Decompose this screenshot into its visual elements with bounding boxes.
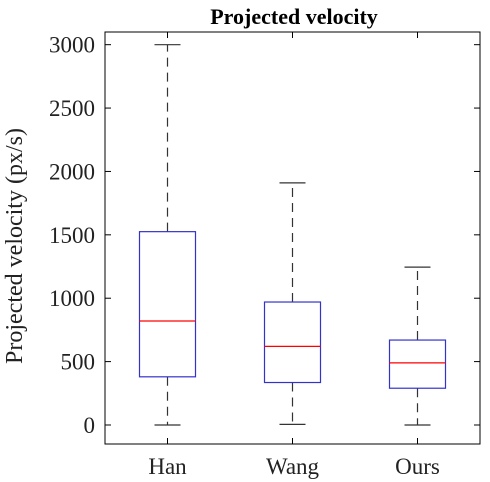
chart-title: Projected velocity: [210, 4, 378, 29]
y-tick-label: 0: [84, 413, 96, 438]
x-tick-label: Ours: [395, 454, 440, 479]
y-axis-label: Projected velocity (px/s): [2, 128, 28, 364]
box-ours: [388, 339, 447, 389]
y-tick-label: 1000: [49, 286, 95, 311]
x-tick-label: Han: [148, 454, 187, 479]
box-wang: [263, 301, 322, 384]
y-tick-label: 1500: [49, 223, 95, 248]
x-tick-label: Wang: [266, 454, 320, 479]
y-tick-label: 2500: [49, 96, 95, 121]
y-tick-label: 500: [61, 350, 96, 375]
box-han: [138, 231, 197, 378]
plot-area: 0 500 1000 1500 2000 2500 3000 Han Wang Ours: [49, 31, 481, 479]
y-tick-label: 3000: [49, 33, 95, 58]
y-tick-label: 2000: [49, 159, 95, 184]
